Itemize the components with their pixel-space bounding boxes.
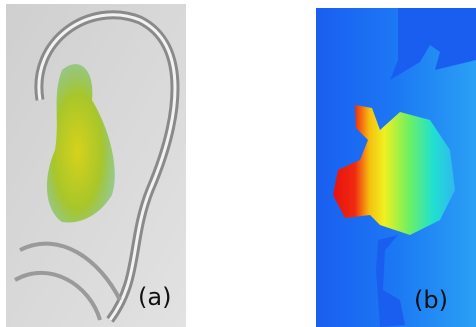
dark-region-lower <box>376 235 405 327</box>
signal-blob <box>46 64 115 223</box>
ear-lobe <box>14 241 122 321</box>
panel-label: (b) <box>414 286 448 314</box>
panel-b: (b) <box>316 8 476 327</box>
panel-label: (a) <box>138 283 171 311</box>
heat-region <box>333 105 455 235</box>
dark-region <box>390 8 476 80</box>
ear-helix-highlight <box>37 13 177 321</box>
panel-a: (a) <box>6 4 186 327</box>
